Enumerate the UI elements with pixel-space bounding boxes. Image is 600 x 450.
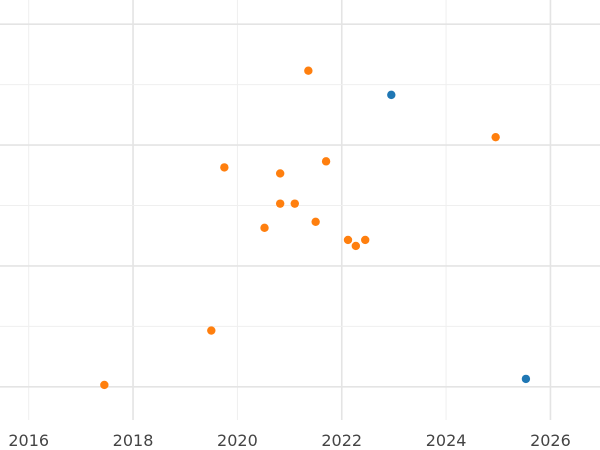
x-tick-label: 2016 — [8, 431, 49, 450]
data-point — [304, 66, 313, 75]
x-gridlines — [28, 0, 552, 420]
data-point — [491, 132, 500, 142]
x-tick-label: 2024 — [426, 431, 467, 450]
x-tick-label: 2018 — [113, 431, 154, 450]
data-point — [275, 199, 285, 208]
data-point — [351, 241, 361, 251]
data-point — [207, 326, 216, 335]
data-point — [275, 169, 285, 178]
y-gridlines — [0, 23, 600, 388]
data-point — [290, 199, 299, 208]
x-axis-tick-labels: 2016 2018 2020 2022 2024 2026 — [8, 431, 570, 450]
data-point — [220, 163, 229, 172]
data-point — [387, 90, 396, 100]
data-point — [260, 223, 269, 233]
data-points — [100, 66, 531, 390]
x-tick-label: 2022 — [321, 431, 362, 450]
x-tick-label: 2026 — [530, 431, 571, 450]
data-point — [521, 374, 531, 384]
data-point — [343, 235, 353, 245]
data-point — [361, 235, 370, 245]
data-point — [311, 217, 320, 226]
data-point — [100, 380, 109, 390]
data-point — [321, 157, 331, 166]
x-tick-label: 2020 — [217, 431, 258, 450]
